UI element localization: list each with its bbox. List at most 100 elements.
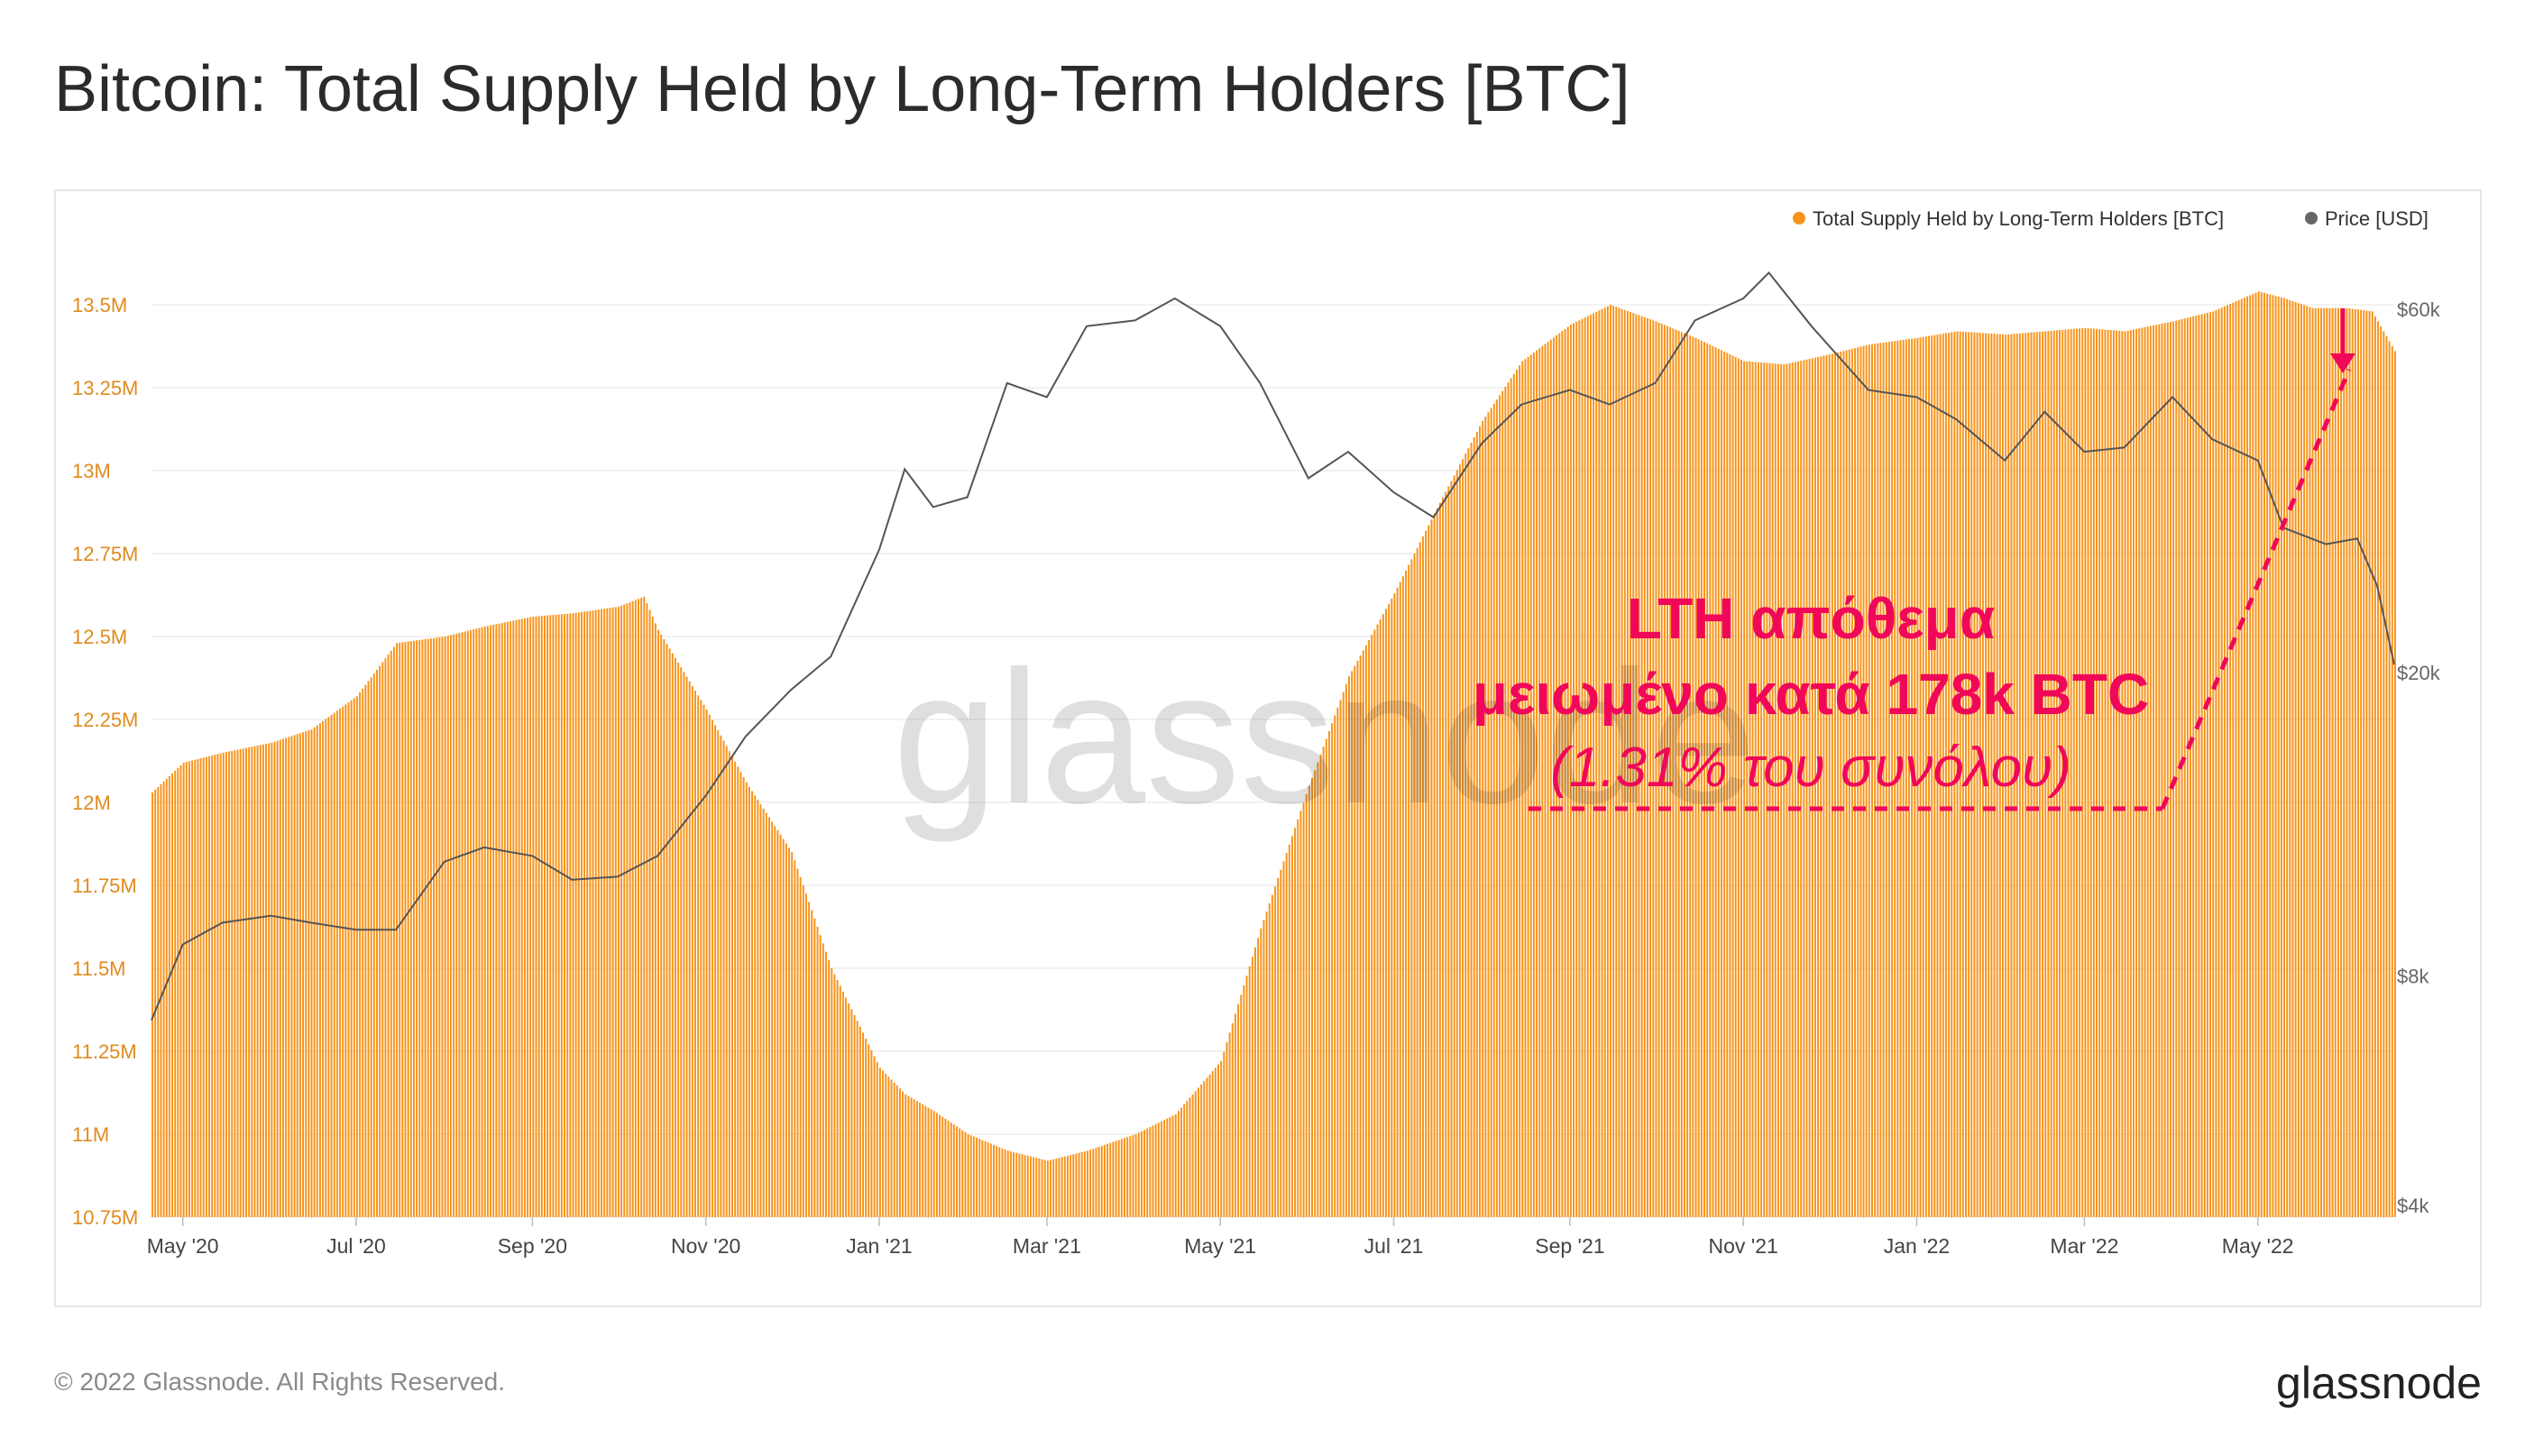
supply-bar <box>1573 323 1575 1217</box>
supply-bar <box>1754 362 1757 1217</box>
supply-bar <box>1771 363 1774 1217</box>
supply-bar <box>2360 309 2363 1218</box>
supply-bar <box>1558 333 1561 1218</box>
supply-bar <box>231 750 234 1217</box>
supply-bar <box>1206 1077 1208 1217</box>
supply-bar <box>2166 322 2169 1217</box>
supply-bar <box>557 614 560 1217</box>
supply-bar <box>870 1049 873 1217</box>
supply-bar <box>1990 334 1993 1217</box>
supply-bar <box>1421 536 1424 1217</box>
supply-bar <box>353 698 355 1217</box>
supply-bar <box>728 751 730 1217</box>
supply-bar <box>296 734 298 1217</box>
supply-bar <box>1203 1081 1206 1217</box>
supply-bar <box>1342 691 1345 1217</box>
supply-bar <box>208 755 210 1217</box>
x-tick: Mar '22 <box>2050 1234 2118 1258</box>
supply-bar <box>623 604 626 1217</box>
supply-bar <box>1297 819 1299 1217</box>
supply-bar <box>271 742 273 1217</box>
supply-bar <box>1643 316 1646 1217</box>
supply-bar <box>1805 359 1808 1218</box>
x-tick: Jul '21 <box>1364 1234 1424 1258</box>
supply-bar <box>2075 328 2078 1217</box>
supply-bar <box>1265 911 1268 1217</box>
supply-bar <box>1760 362 1763 1217</box>
supply-bar <box>1993 334 1996 1217</box>
supply-bar <box>512 620 515 1217</box>
supply-bar <box>1817 356 1820 1218</box>
supply-bar <box>1146 1128 1149 1217</box>
supply-bar <box>2232 302 2235 1217</box>
supply-bar <box>225 752 227 1217</box>
supply-bar <box>2092 328 2095 1217</box>
supply-bar <box>2326 307 2328 1217</box>
supply-bar <box>253 746 256 1217</box>
supply-bar <box>302 732 305 1217</box>
supply-bar <box>1157 1122 1160 1217</box>
supply-bar <box>592 610 594 1217</box>
supply-bar <box>1391 598 1393 1217</box>
supply-bar <box>429 638 432 1217</box>
supply-bar <box>355 696 358 1217</box>
supply-bar <box>2317 307 2319 1217</box>
supply-bar <box>1973 332 1976 1217</box>
supply-bar <box>1280 869 1282 1217</box>
supply-bar <box>601 609 602 1217</box>
supply-bar <box>1985 333 1988 1218</box>
supply-bar <box>876 1061 878 1217</box>
supply-bar <box>2243 298 2245 1217</box>
supply-bar <box>537 616 540 1217</box>
supply-bar <box>922 1103 924 1217</box>
supply-bar <box>2138 328 2141 1217</box>
supply-bar <box>594 609 597 1217</box>
supply-bar <box>651 616 654 1217</box>
supply-bar <box>1117 1140 1120 1217</box>
supply-bar <box>1305 793 1308 1217</box>
supply-bar <box>335 710 338 1217</box>
supply-bar <box>1914 338 1916 1218</box>
supply-bar <box>529 617 532 1217</box>
supply-bar <box>2237 299 2240 1217</box>
supply-bar <box>1536 350 1538 1217</box>
supply-bar <box>663 639 666 1217</box>
supply-bar <box>416 640 418 1217</box>
supply-bar <box>1956 331 1959 1217</box>
supply-bar <box>2153 325 2155 1217</box>
supply-bar <box>833 974 836 1217</box>
supply-bar <box>1399 581 1401 1217</box>
supply-bar <box>1726 353 1729 1218</box>
legend-item-price[interactable]: Price [USD] <box>2325 207 2428 230</box>
supply-bar <box>887 1076 890 1217</box>
supply-bar <box>1714 347 1717 1217</box>
supply-bar <box>2269 294 2272 1217</box>
supply-bar <box>1132 1135 1134 1217</box>
x-tick: May '22 <box>2222 1234 2294 1258</box>
supply-bar <box>367 681 370 1217</box>
supply-bar <box>1561 331 1564 1218</box>
supply-bar <box>236 749 239 1217</box>
supply-bar <box>848 1003 850 1217</box>
supply-bar <box>620 605 623 1217</box>
supply-bar <box>1976 332 1979 1218</box>
supply-bar <box>2126 330 2129 1217</box>
supply-bar <box>2343 307 2346 1217</box>
supply-bar <box>2118 330 2121 1217</box>
supply-bar <box>1038 1158 1041 1217</box>
supply-bar <box>1845 350 1848 1218</box>
supply-bar <box>1004 1149 1006 1217</box>
chart-frame <box>54 189 2482 1307</box>
legend-item-supply[interactable]: Total Supply Held by Long-Term Holders [… <box>1813 207 2224 230</box>
supply-bar <box>904 1094 907 1217</box>
supply-bar <box>168 775 170 1217</box>
supply-bar <box>1694 337 1697 1217</box>
supply-bar <box>688 681 691 1217</box>
supply-bar <box>449 635 452 1217</box>
supply-bar <box>969 1135 972 1217</box>
copyright-footer: © 2022 Glassnode. All Rights Reserved. <box>54 1368 506 1396</box>
supply-bar <box>1717 348 1720 1217</box>
supply-bar <box>1527 356 1529 1217</box>
supply-bar <box>1700 340 1703 1218</box>
supply-bar <box>527 618 529 1217</box>
